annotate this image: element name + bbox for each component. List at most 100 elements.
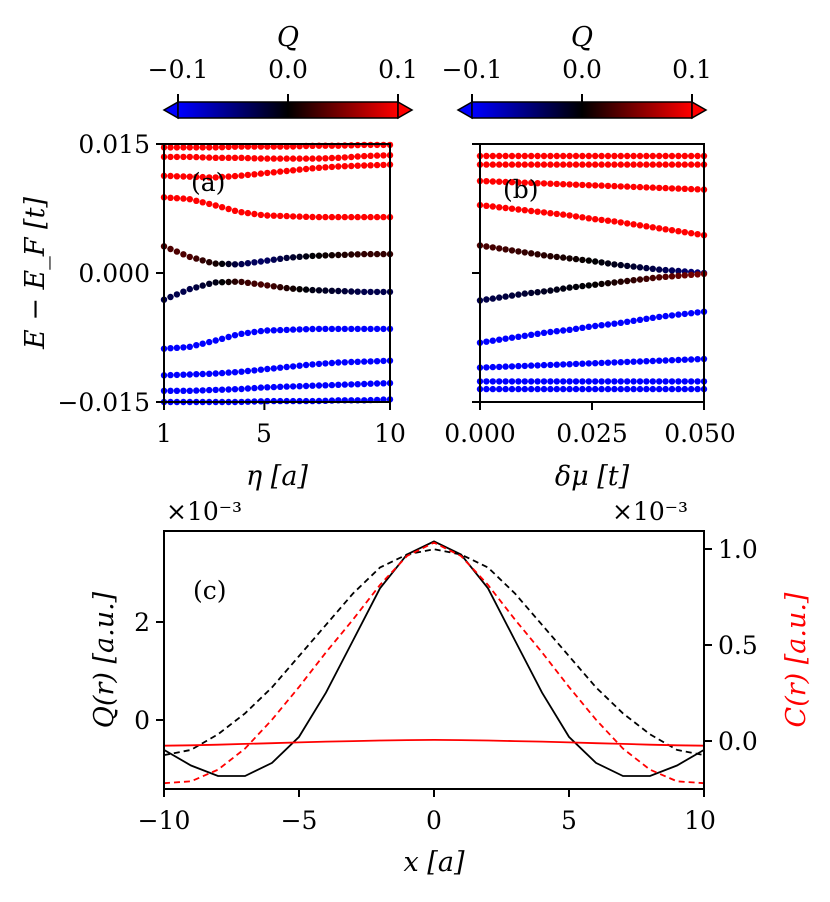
panel-b-band-8-point	[681, 152, 688, 160]
panel-a-band-4-point	[206, 174, 213, 181]
panel-a-band-3-point	[367, 325, 374, 333]
panel-a-band-8-point	[173, 144, 181, 151]
panel-a-band-3-point	[270, 327, 277, 334]
panel-b-band-7-point	[688, 378, 695, 385]
panel-a-band-3-point	[296, 326, 303, 333]
panel-b-band-8-point	[656, 152, 663, 160]
panel-a-band-4-point	[348, 162, 355, 170]
panel-a-band-1-point	[231, 278, 239, 285]
panel-a-band-7-point	[335, 381, 342, 388]
panel-a-band-5-point	[277, 364, 284, 371]
panel-b-band-8-point	[694, 152, 701, 160]
panel-b-band-6-point	[572, 161, 580, 168]
panel-a-band-2-point	[315, 213, 323, 221]
panel-a-letter: (a)	[191, 168, 225, 197]
panel-b-band-3-point	[515, 333, 522, 340]
panel-b-band-3-point	[540, 329, 548, 336]
panel-a-band-5-point	[206, 370, 213, 377]
panel-a-band-0-point	[244, 260, 252, 267]
panel-a-band-2-point	[180, 195, 187, 202]
panel-c-offset-right: ×10⁻³	[612, 497, 688, 526]
panel-b-band-4-point	[508, 179, 516, 186]
panel-b-band-9-point	[579, 385, 586, 393]
panel-a-band-4-point	[225, 173, 232, 180]
panel-a-band-0-point	[264, 257, 271, 264]
panel-a-band-5-point	[354, 358, 361, 365]
panel-a-band-3-point	[193, 342, 200, 349]
panel-a-band-3-point	[180, 344, 187, 351]
panel-b-band-9-point	[547, 385, 554, 393]
colorbar-b: Q −0.1 0.0 0.1	[442, 22, 712, 120]
panel-a-band-7-point	[238, 385, 245, 393]
panel-a-band-4-point	[244, 171, 252, 179]
panel-b-band-1-point	[502, 293, 509, 300]
panel-a-band-2-point	[335, 213, 342, 221]
panel-b-band-9-point	[508, 385, 516, 393]
panel-b-band-3-point	[528, 331, 535, 338]
panel-b-band-3-point	[508, 334, 516, 341]
panel-a-band-2-point	[354, 213, 361, 221]
panel-a-band-3-point	[257, 327, 265, 335]
panel-b-band-8-point	[560, 152, 567, 160]
panel-b-band-0-point	[668, 267, 676, 274]
panel-b-band-9-point	[681, 385, 688, 393]
panel-b-band-8-point	[489, 152, 496, 160]
panel-a-band-7-point	[270, 383, 277, 391]
panel-a-band-4-point	[283, 167, 290, 175]
panel-a-band-5-point	[361, 358, 368, 365]
panel-c-ytick-label-right-1: 1.0	[718, 535, 758, 564]
panel-a-band-5-point	[289, 363, 297, 370]
panel-a-band-3-point	[277, 326, 284, 334]
panel-b-band-5-point	[515, 362, 522, 370]
panel-a-ytick-label-bottom: −0.015	[57, 388, 150, 417]
panel-a-band-5-point	[348, 358, 355, 366]
panel-b-band-2-point	[515, 206, 522, 213]
panel-c-ytick-label-left-2: 2	[134, 608, 150, 637]
panel-b-band-5	[476, 355, 708, 371]
panel-a-band-4-point	[302, 165, 310, 173]
panel-b-band-5-point	[656, 357, 663, 364]
panel-a-band-4-point	[251, 171, 258, 178]
panel-a-band-3-point	[283, 326, 290, 334]
panel-a-band-1-point	[251, 280, 258, 287]
panel-b-band-8-point	[508, 152, 516, 160]
panel-b-band-6-point	[592, 161, 599, 168]
panel-b-band-9-point	[598, 385, 605, 393]
panel-b-band-9-point	[617, 385, 624, 393]
panel-b-band-5-point	[624, 358, 631, 366]
panel-a-band-6-point	[361, 152, 368, 160]
panel-b-band-9-point	[572, 385, 580, 393]
panel-b-band-0-point	[502, 246, 509, 253]
panel-a-band-3-point	[186, 343, 193, 350]
panel-c-line-c-r-dashed	[163, 541, 705, 785]
panel-a-band-6-point	[212, 154, 219, 161]
panel-b-band-1-point	[572, 283, 580, 291]
panel-a-band-7-point	[367, 380, 374, 387]
panel-a-band-1-point	[193, 284, 200, 291]
panel-a-ytick-label-mid: 0.000	[78, 259, 150, 288]
panel-a: (a) 0.015 0.000 −0.015 1 5 10 η [a] E − …	[20, 130, 406, 492]
panel-b-band-4-point	[540, 180, 548, 187]
panel-b-band-6-point	[489, 161, 496, 168]
panel-a-band-4-point	[264, 169, 271, 177]
panel-b-band-1-point	[656, 274, 663, 281]
panel-a-band-4-point	[373, 161, 381, 169]
panel-b-band-6-point	[579, 161, 586, 168]
panel-b-band-0-point	[553, 253, 560, 261]
panel-a-band-0-point	[251, 259, 258, 266]
panel-a-band-7-point	[244, 385, 252, 392]
panel-b-band-3-point	[496, 336, 503, 343]
plot-b-marks	[476, 152, 708, 393]
panel-a-band-3-point	[373, 325, 381, 333]
panel-a-band-2-point	[264, 212, 271, 219]
panel-a-band-7-point	[225, 386, 232, 393]
panel-a-band-7-point	[264, 384, 271, 391]
panel-a-band-7-point	[206, 386, 213, 394]
panel-b-band-9-point	[585, 385, 592, 393]
panel-b-band-4-point	[566, 181, 573, 188]
panel-b-band-9-point	[528, 385, 535, 393]
panel-a-band-1-point	[199, 282, 206, 289]
panel-b-band-1-point	[624, 277, 631, 285]
panel-b-band-6-point	[630, 161, 637, 168]
panel-b-band-5-point	[662, 357, 669, 364]
